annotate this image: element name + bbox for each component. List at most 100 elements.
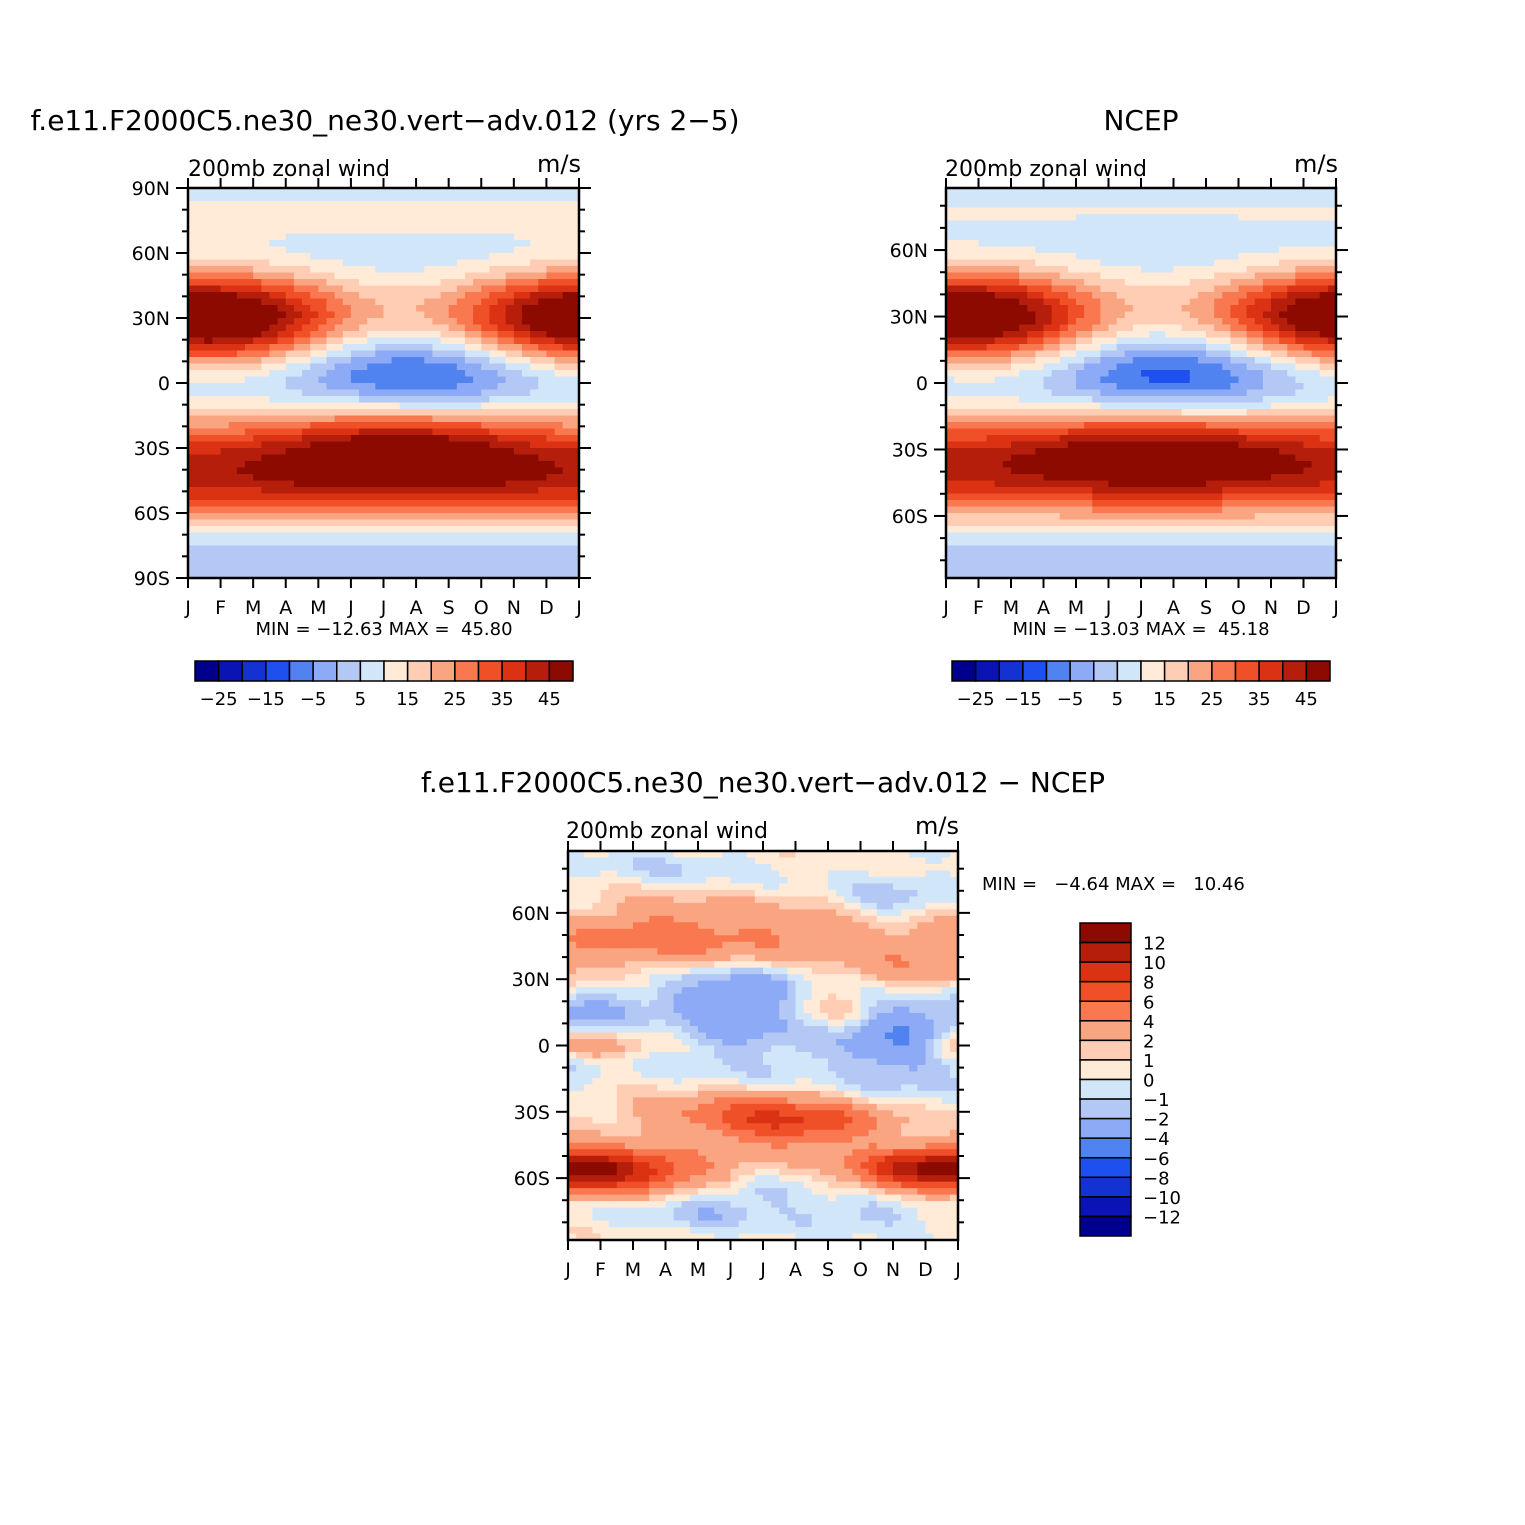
contour-cell	[546, 344, 556, 352]
contour-cell	[440, 279, 450, 287]
contour-cell	[253, 441, 262, 449]
contour-cell	[1271, 253, 1280, 261]
contour-cell	[546, 409, 556, 417]
contour-cell	[269, 318, 279, 326]
contour-cell	[1271, 298, 1280, 306]
contour-cell	[1084, 448, 1093, 456]
contour-cell	[1108, 253, 1118, 261]
contour-cell	[391, 324, 401, 332]
contour-cell	[204, 493, 214, 501]
contour-cell	[1019, 383, 1028, 391]
contour-cell	[285, 506, 295, 514]
contour-cell	[986, 409, 996, 417]
contour-cell	[293, 539, 303, 547]
contour-cell	[978, 454, 988, 462]
contour-cell	[1254, 448, 1264, 456]
contour-cell	[424, 246, 433, 254]
contour-cell	[302, 266, 311, 274]
contour-cell	[188, 558, 197, 566]
contour-cell	[1067, 279, 1077, 287]
contour-cell	[220, 227, 230, 235]
contour-cell	[489, 207, 499, 215]
contour-cell	[546, 350, 556, 358]
contour-cell	[367, 415, 376, 423]
contour-cell	[1043, 376, 1053, 384]
contour-cell	[188, 311, 197, 319]
contour-cell	[1132, 363, 1142, 371]
contour-cell	[1238, 207, 1248, 215]
contour-cell	[481, 344, 490, 352]
contour-cell	[978, 220, 988, 228]
contour-cell	[261, 565, 271, 573]
contour-cell	[277, 376, 287, 384]
contour-cell	[245, 272, 254, 280]
contour-cell	[432, 292, 442, 300]
contour-cell	[302, 480, 311, 488]
contour-cell	[538, 539, 548, 547]
contour-cell	[1189, 357, 1199, 365]
contour-cell	[1271, 409, 1280, 417]
contour-cell	[359, 350, 368, 358]
contour-cell	[1254, 324, 1264, 332]
contour-cell	[277, 331, 287, 339]
contour-cell	[220, 461, 230, 469]
contour-cell	[562, 272, 572, 280]
contour-cell	[1116, 272, 1126, 280]
contour-cell	[1173, 298, 1183, 306]
contour-cell	[538, 298, 548, 306]
contour-cell	[424, 467, 433, 475]
contour-cell	[334, 441, 344, 449]
contour-cell	[994, 233, 1004, 241]
contour-cell	[538, 487, 548, 495]
contour-cell	[253, 565, 262, 573]
contour-cell	[188, 240, 197, 248]
contour-cell	[1116, 435, 1126, 443]
contour-cell	[261, 461, 271, 469]
contour-cell	[1311, 259, 1321, 267]
contour-cell	[334, 246, 344, 254]
contour-cell	[1124, 272, 1134, 280]
contour-cell	[245, 441, 254, 449]
contour-cell	[1059, 292, 1069, 300]
contour-cell	[946, 253, 955, 261]
contour-cell	[416, 526, 425, 534]
contour-cell	[383, 214, 393, 222]
contour-cell	[1124, 194, 1134, 202]
contour-cell	[1011, 214, 1020, 222]
contour-cell	[489, 285, 499, 293]
contour-cell	[1027, 298, 1036, 306]
contour-cell	[1149, 331, 1158, 339]
contour-cell	[318, 214, 328, 222]
contour-cell	[1295, 441, 1305, 449]
contour-cell	[1173, 428, 1183, 436]
contour-cell	[196, 370, 205, 378]
contour-cell	[1019, 389, 1028, 397]
contour-cell	[253, 285, 262, 293]
contour-cell	[318, 389, 328, 397]
contour-cell	[1092, 357, 1101, 365]
contour-cell	[570, 396, 580, 404]
contour-cell	[562, 337, 572, 345]
contour-cell	[269, 240, 279, 248]
contour-cell	[440, 402, 450, 410]
contour-cell	[456, 220, 466, 228]
contour-cell	[1287, 188, 1296, 196]
contour-cell	[1181, 240, 1191, 248]
contour-cell	[1035, 253, 1045, 261]
contour-cell	[1222, 428, 1231, 436]
contour-cell	[342, 402, 352, 410]
contour-cell	[546, 337, 556, 345]
contour-cell	[994, 227, 1004, 235]
contour-cell	[1051, 337, 1061, 345]
contour-cell	[228, 344, 238, 352]
contour-cell	[481, 331, 490, 339]
contour-cell	[505, 441, 515, 449]
contour-cell	[554, 409, 564, 417]
contour-cell	[375, 344, 385, 352]
contour-cell	[1059, 272, 1069, 280]
contour-cell	[1011, 422, 1020, 430]
contour-cell	[432, 201, 442, 209]
contour-cell	[212, 532, 222, 540]
contour-cell	[1132, 201, 1142, 209]
contour-cell	[497, 493, 507, 501]
